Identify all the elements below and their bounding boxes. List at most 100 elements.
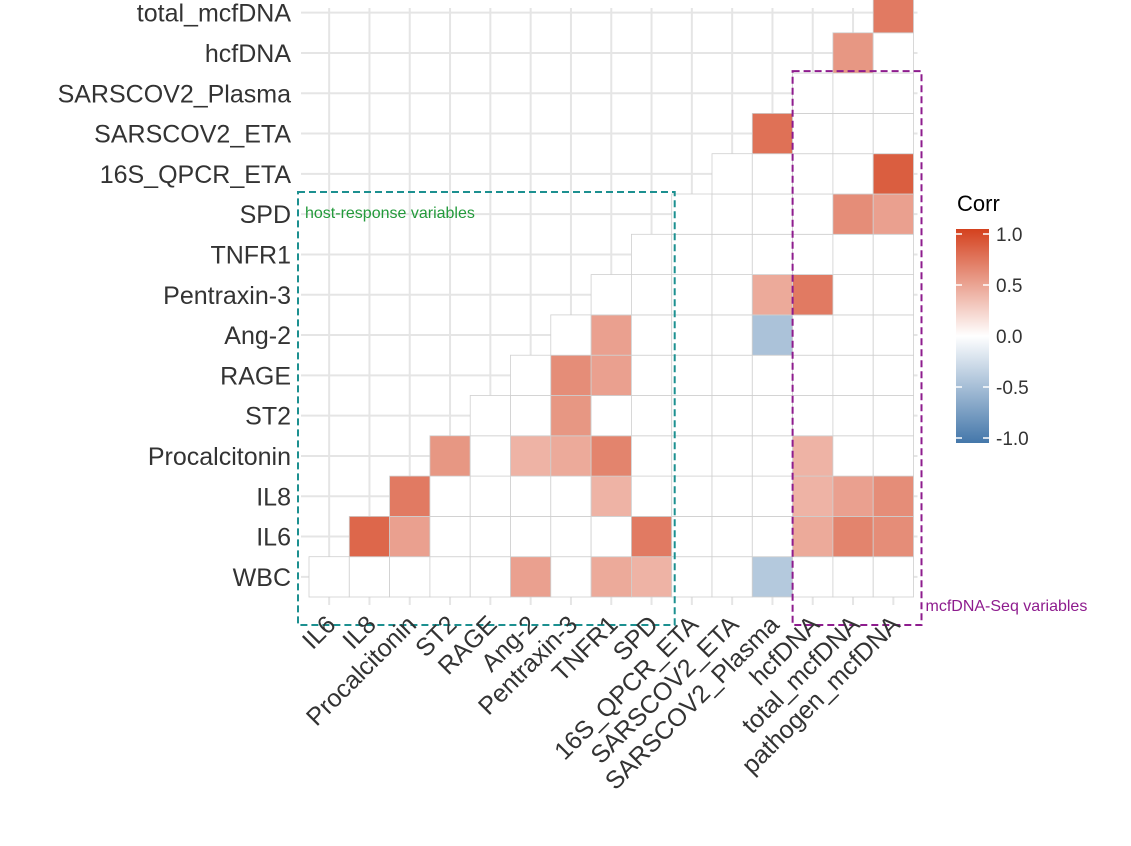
heatmap-cell-SARSCOV2_ETA-Ang-2 (711, 314, 753, 356)
heatmap-cell-RAGE-Procalcitonin (469, 435, 511, 477)
y-tick-label: Procalcitonin (148, 443, 291, 471)
heatmap-cell-16S_QPCR_ETA-Pentraxin-3 (671, 274, 713, 316)
heatmap-cell-hcfDNA-WBC (792, 556, 834, 598)
heatmap-cell-SARSCOV2_Plasma-IL6 (751, 516, 793, 558)
heatmap-cell-hcfDNA-SARSCOV2_Plasma (792, 72, 834, 114)
heatmap-cell-ST2-WBC (429, 556, 471, 598)
heatmap-cell-16S_QPCR_ETA-ST2 (671, 395, 713, 437)
y-tick-label: Pentraxin-3 (163, 282, 291, 310)
heatmap-cell-total_mcfDNA-IL6 (832, 516, 874, 558)
heatmap-cell-pathogen_mcfDNA-ST2 (872, 395, 914, 437)
heatmap-cell-SPD-IL6 (631, 516, 673, 558)
heatmap-cell-hcfDNA-16S_QPCR_ETA (792, 153, 834, 195)
y-tick-label: TNFR1 (210, 241, 291, 269)
y-tick-labels: WBC IL6 IL8 Procalcitonin ST2 RAGE Ang-2 Pentra… (58, 0, 292, 592)
heatmap-cell-IL8-WBC (348, 556, 390, 598)
legend-tick-label: -0.5 (996, 378, 1029, 399)
heatmap-cell-TNFR1-RAGE (590, 354, 632, 396)
heatmap-cell-total_mcfDNA-Ang-2 (832, 314, 874, 356)
heatmap-cells (308, 0, 914, 598)
heatmap-cell-16S_QPCR_ETA-IL8 (671, 475, 713, 517)
heatmap-cell-SARSCOV2_ETA-ST2 (711, 395, 753, 437)
heatmap-cell-16S_QPCR_ETA-Procalcitonin (671, 435, 713, 477)
heatmap-cell-Pentraxin-3-IL8 (550, 475, 592, 517)
heatmap-cell-hcfDNA-IL8 (792, 475, 834, 517)
heatmap-cell-TNFR1-Pentraxin-3 (590, 274, 632, 316)
heatmap-cell-Ang-2-ST2 (510, 395, 552, 437)
heatmap-cell-RAGE-ST2 (469, 395, 511, 437)
legend-tick-label: 0.0 (996, 327, 1022, 348)
heatmap-cell-RAGE-WBC (469, 556, 511, 598)
heatmap-cell-SARSCOV2_Plasma-TNFR1 (751, 233, 793, 276)
heatmap-cell-total_mcfDNA-TNFR1 (832, 233, 874, 276)
heatmap-cell-SARSCOV2_Plasma-ST2 (751, 395, 793, 437)
heatmap-cell-pathogen_mcfDNA-SPD (872, 193, 914, 235)
heatmap-cell-SARSCOV2_ETA-WBC (711, 556, 753, 598)
heatmap-cell-Ang-2-IL8 (510, 475, 552, 517)
heatmap-cell-SPD-ST2 (631, 395, 673, 437)
heatmap-cell-total_mcfDNA-IL8 (832, 475, 874, 517)
heatmap-cell-RAGE-IL6 (469, 516, 511, 558)
heatmap-cell-SARSCOV2_Plasma-Pentraxin-3 (751, 274, 793, 316)
heatmap-cell-16S_QPCR_ETA-SPD (671, 193, 713, 235)
legend-tick-label: 0.5 (996, 276, 1022, 297)
heatmap-cell-Ang-2-RAGE (510, 354, 552, 396)
y-tick-label: SPD (240, 201, 291, 229)
heatmap-cell-pathogen_mcfDNA-SARSCOV2_Plasma (872, 72, 914, 114)
heatmap-cell-total_mcfDNA-Procalcitonin (832, 435, 874, 477)
heatmap-cell-total_mcfDNA-SARSCOV2_ETA (832, 113, 874, 155)
heatmap-cell-SARSCOV2_ETA-SPD (711, 193, 753, 235)
heatmap-cell-hcfDNA-Procalcitonin (792, 435, 834, 477)
heatmap-cell-TNFR1-Procalcitonin (590, 435, 632, 477)
heatmap-cell-total_mcfDNA-SPD (832, 193, 874, 235)
heatmap-cell-SARSCOV2_ETA-IL8 (711, 475, 753, 517)
heatmap-cell-SPD-Pentraxin-3 (631, 274, 673, 316)
heatmap-cell-ST2-Procalcitonin (429, 435, 471, 477)
y-tick-label: 16S_QPCR_ETA (100, 161, 292, 189)
heatmap-cell-pathogen_mcfDNA-Pentraxin-3 (872, 274, 914, 316)
heatmap-cell-ST2-IL6 (429, 516, 471, 558)
heatmap-cell-SARSCOV2_ETA-16S_QPCR_ETA (711, 153, 753, 195)
heatmap-cell-IL8-IL6 (348, 516, 390, 558)
legend-tick-label: -1.0 (996, 429, 1029, 450)
heatmap-cell-SARSCOV2_ETA-Pentraxin-3 (711, 274, 753, 316)
heatmap-cell-SPD-IL8 (631, 475, 673, 517)
heatmap-cell-total_mcfDNA-RAGE (832, 354, 874, 396)
heatmap-cell-hcfDNA-ST2 (792, 395, 834, 437)
heatmap-cell-total_mcfDNA-SARSCOV2_Plasma (832, 72, 874, 114)
heatmap-cell-hcfDNA-SPD (792, 193, 834, 235)
heatmap-cell-Pentraxin-3-WBC (550, 556, 592, 598)
heatmap-cell-SARSCOV2_Plasma-SPD (751, 193, 793, 235)
heatmap-cell-pathogen_mcfDNA-hcfDNA (872, 32, 914, 74)
heatmap-cell-TNFR1-IL6 (590, 516, 632, 558)
heatmap-cell-Ang-2-IL6 (510, 516, 552, 558)
heatmap-cell-pathogen_mcfDNA-IL6 (872, 516, 914, 558)
legend: Corr 1.0 0.5 0.0 -0.5 -1.0 (956, 191, 1029, 450)
y-tick-label: IL8 (256, 483, 291, 511)
y-tick-label: hcfDNA (205, 40, 291, 68)
heatmap-cell-pathogen_mcfDNA-TNFR1 (872, 233, 914, 276)
y-tick-label: RAGE (220, 362, 291, 390)
y-tick-label: SARSCOV2_Plasma (58, 80, 292, 108)
heatmap-cell-SARSCOV2_ETA-Procalcitonin (711, 435, 753, 477)
heatmap-cell-SARSCOV2_Plasma-Ang-2 (751, 314, 793, 356)
heatmap-cell-pathogen_mcfDNA-RAGE (872, 354, 914, 396)
heatmap-cell-hcfDNA-RAGE (792, 354, 834, 396)
heatmap-cell-pathogen_mcfDNA-Procalcitonin (872, 435, 914, 477)
heatmap-cell-pathogen_mcfDNA-16S_QPCR_ETA (872, 153, 914, 195)
y-tick-label: Ang-2 (224, 322, 291, 350)
heatmap-cell-Pentraxin-3-RAGE (550, 354, 592, 396)
heatmap-cell-SARSCOV2_Plasma-Procalcitonin (751, 435, 793, 477)
heatmap-cell-SPD-RAGE (631, 354, 673, 396)
heatmap-cell-Procalcitonin-IL6 (389, 516, 431, 558)
heatmap-cell-pathogen_mcfDNA-Ang-2 (872, 314, 914, 356)
y-tick-label: WBC (233, 564, 291, 592)
y-tick-label: SARSCOV2_ETA (94, 121, 291, 149)
heatmap-cell-SPD-WBC (631, 556, 673, 598)
heatmap-cell-total_mcfDNA-Pentraxin-3 (832, 274, 874, 316)
heatmap-cell-pathogen_mcfDNA-IL8 (872, 475, 914, 517)
heatmap-cell-16S_QPCR_ETA-RAGE (671, 354, 713, 396)
heatmap-cell-Procalcitonin-WBC (389, 556, 431, 598)
heatmap-cell-SARSCOV2_Plasma-SARSCOV2_ETA (751, 113, 793, 155)
